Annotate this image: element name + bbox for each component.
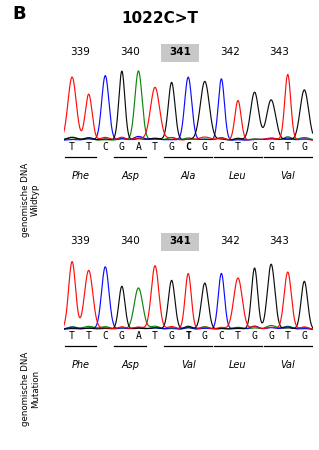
Text: T: T bbox=[152, 331, 158, 341]
Text: 339: 339 bbox=[70, 47, 90, 58]
Text: T: T bbox=[235, 142, 241, 152]
Text: B: B bbox=[13, 5, 26, 23]
Text: T: T bbox=[152, 142, 158, 152]
Text: 343: 343 bbox=[270, 236, 289, 247]
Text: 342: 342 bbox=[220, 47, 240, 58]
Text: A: A bbox=[136, 142, 141, 152]
Text: Asp: Asp bbox=[121, 171, 139, 180]
Text: C: C bbox=[102, 331, 108, 341]
Text: G: G bbox=[119, 142, 125, 152]
Text: T: T bbox=[86, 331, 92, 341]
Text: genomische DNA
Mutation: genomische DNA Mutation bbox=[21, 352, 40, 427]
Text: T: T bbox=[285, 142, 291, 152]
FancyBboxPatch shape bbox=[161, 44, 199, 63]
Text: G: G bbox=[252, 142, 257, 152]
Text: G: G bbox=[119, 331, 125, 341]
Text: 339: 339 bbox=[70, 236, 90, 247]
Text: G: G bbox=[202, 142, 208, 152]
Text: 343: 343 bbox=[270, 47, 289, 58]
Text: G: G bbox=[252, 331, 257, 341]
Text: Asp: Asp bbox=[121, 360, 139, 369]
Text: Phe: Phe bbox=[71, 360, 89, 369]
Text: Val: Val bbox=[280, 360, 295, 369]
Text: 341: 341 bbox=[169, 236, 191, 247]
Text: G: G bbox=[268, 142, 274, 152]
Text: Phe: Phe bbox=[71, 171, 89, 180]
Text: T: T bbox=[285, 331, 291, 341]
Text: C: C bbox=[102, 142, 108, 152]
FancyBboxPatch shape bbox=[161, 233, 199, 252]
Text: C: C bbox=[219, 331, 224, 341]
Text: genomische DNA
Wildtyp: genomische DNA Wildtyp bbox=[21, 163, 40, 238]
Text: Leu: Leu bbox=[229, 171, 247, 180]
Text: T: T bbox=[235, 331, 241, 341]
Text: T: T bbox=[86, 142, 92, 152]
Text: Ala: Ala bbox=[181, 171, 196, 180]
Text: A: A bbox=[136, 331, 141, 341]
Text: Val: Val bbox=[181, 360, 196, 369]
Text: 1022C>T: 1022C>T bbox=[121, 11, 198, 27]
Text: T: T bbox=[69, 142, 75, 152]
Text: G: G bbox=[202, 331, 208, 341]
Text: G: G bbox=[301, 142, 307, 152]
Text: T: T bbox=[185, 331, 191, 341]
Text: G: G bbox=[169, 331, 174, 341]
Text: 341: 341 bbox=[169, 47, 191, 58]
Text: Val: Val bbox=[280, 171, 295, 180]
Text: T: T bbox=[69, 331, 75, 341]
Text: 342: 342 bbox=[220, 236, 240, 247]
Text: Leu: Leu bbox=[229, 360, 247, 369]
Text: 340: 340 bbox=[120, 47, 140, 58]
Text: C: C bbox=[219, 142, 224, 152]
Text: G: G bbox=[268, 331, 274, 341]
Text: 340: 340 bbox=[120, 236, 140, 247]
Text: G: G bbox=[169, 142, 174, 152]
Text: G: G bbox=[301, 331, 307, 341]
Text: C: C bbox=[185, 142, 191, 152]
